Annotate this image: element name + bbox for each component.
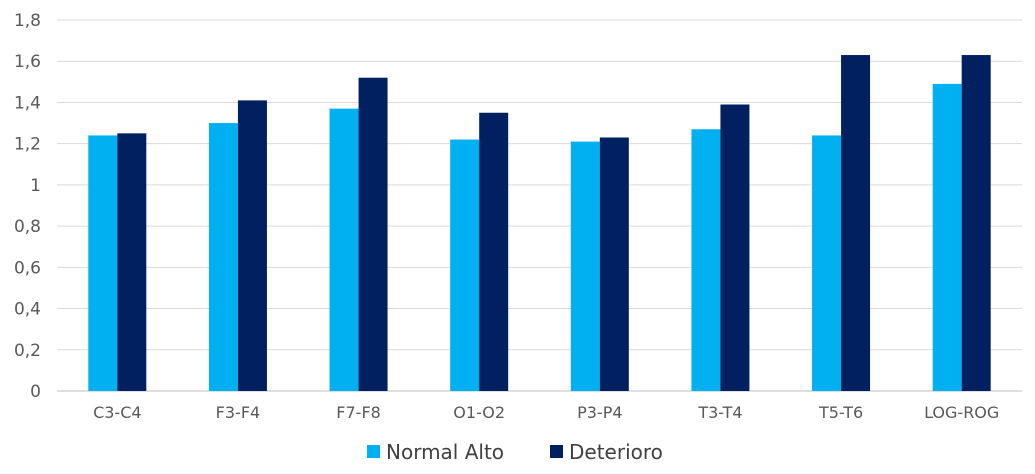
bar-deterioro-f3-f4 xyxy=(237,100,267,391)
bar-deterioro-p3-p4 xyxy=(599,137,629,391)
gridlines xyxy=(57,19,1022,392)
legend-label: Deterioro xyxy=(569,440,663,464)
bar-deterioro-t5-t6 xyxy=(841,55,871,392)
bar-normal-alto-f7-f8 xyxy=(329,108,359,391)
y-tick-label: 0,4 xyxy=(14,300,41,320)
x-tick-label: T5-T6 xyxy=(818,403,863,422)
bar-normal-alto-t3-t4 xyxy=(691,129,721,391)
y-tick-label: 0,8 xyxy=(14,217,41,237)
bar-deterioro-c3-c4 xyxy=(117,133,147,391)
bars xyxy=(88,55,991,392)
bar-normal-alto-o1-o2 xyxy=(450,139,480,391)
x-tick-label: C3-C4 xyxy=(93,403,141,422)
legend-swatch xyxy=(367,445,380,458)
x-tick-label: P3-P4 xyxy=(577,403,622,422)
y-tick-label: 1 xyxy=(30,176,41,196)
y-axis-ticks: 0 0,2 0,4 0,6 0,8 1 1,2 1,4 1,6 1,8 xyxy=(14,11,41,402)
x-tick-label: F7-F8 xyxy=(336,403,381,422)
bar-deterioro-log-rog xyxy=(961,55,991,392)
bar-normal-alto-c3-c4 xyxy=(88,135,118,391)
x-tick-label: F3-F4 xyxy=(216,403,261,422)
bar-normal-alto-t5-t6 xyxy=(812,135,842,391)
legend: Normal Alto Deterioro xyxy=(367,440,663,464)
y-tick-label: 1,4 xyxy=(14,93,41,113)
x-tick-label: O1-O2 xyxy=(453,403,505,422)
bar-deterioro-t3-t4 xyxy=(720,104,750,391)
x-tick-label: LOG-ROG xyxy=(924,403,999,422)
bar-normal-alto-log-rog xyxy=(932,83,962,392)
y-tick-label: 1,8 xyxy=(14,11,41,31)
bar-normal-alto-f3-f4 xyxy=(208,123,238,392)
bar-deterioro-o1-o2 xyxy=(479,112,509,391)
legend-swatch xyxy=(550,445,563,458)
y-tick-label: 0,2 xyxy=(14,341,41,361)
y-tick-label: 0,6 xyxy=(14,258,41,278)
legend-label: Normal Alto xyxy=(386,440,504,464)
bar-deterioro-f7-f8 xyxy=(358,77,388,391)
bar-normal-alto-p3-p4 xyxy=(570,141,600,391)
x-tick-label: T3-T4 xyxy=(697,403,742,422)
y-tick-label: 1,6 xyxy=(14,52,41,72)
x-axis-ticks: C3-C4 F3-F4 F7-F8 O1-O2 P3-P4 T3-T4 T5-T6 LOG-R… xyxy=(93,403,999,422)
y-tick-label: 0 xyxy=(30,382,41,402)
y-tick-label: 1,2 xyxy=(14,135,41,155)
